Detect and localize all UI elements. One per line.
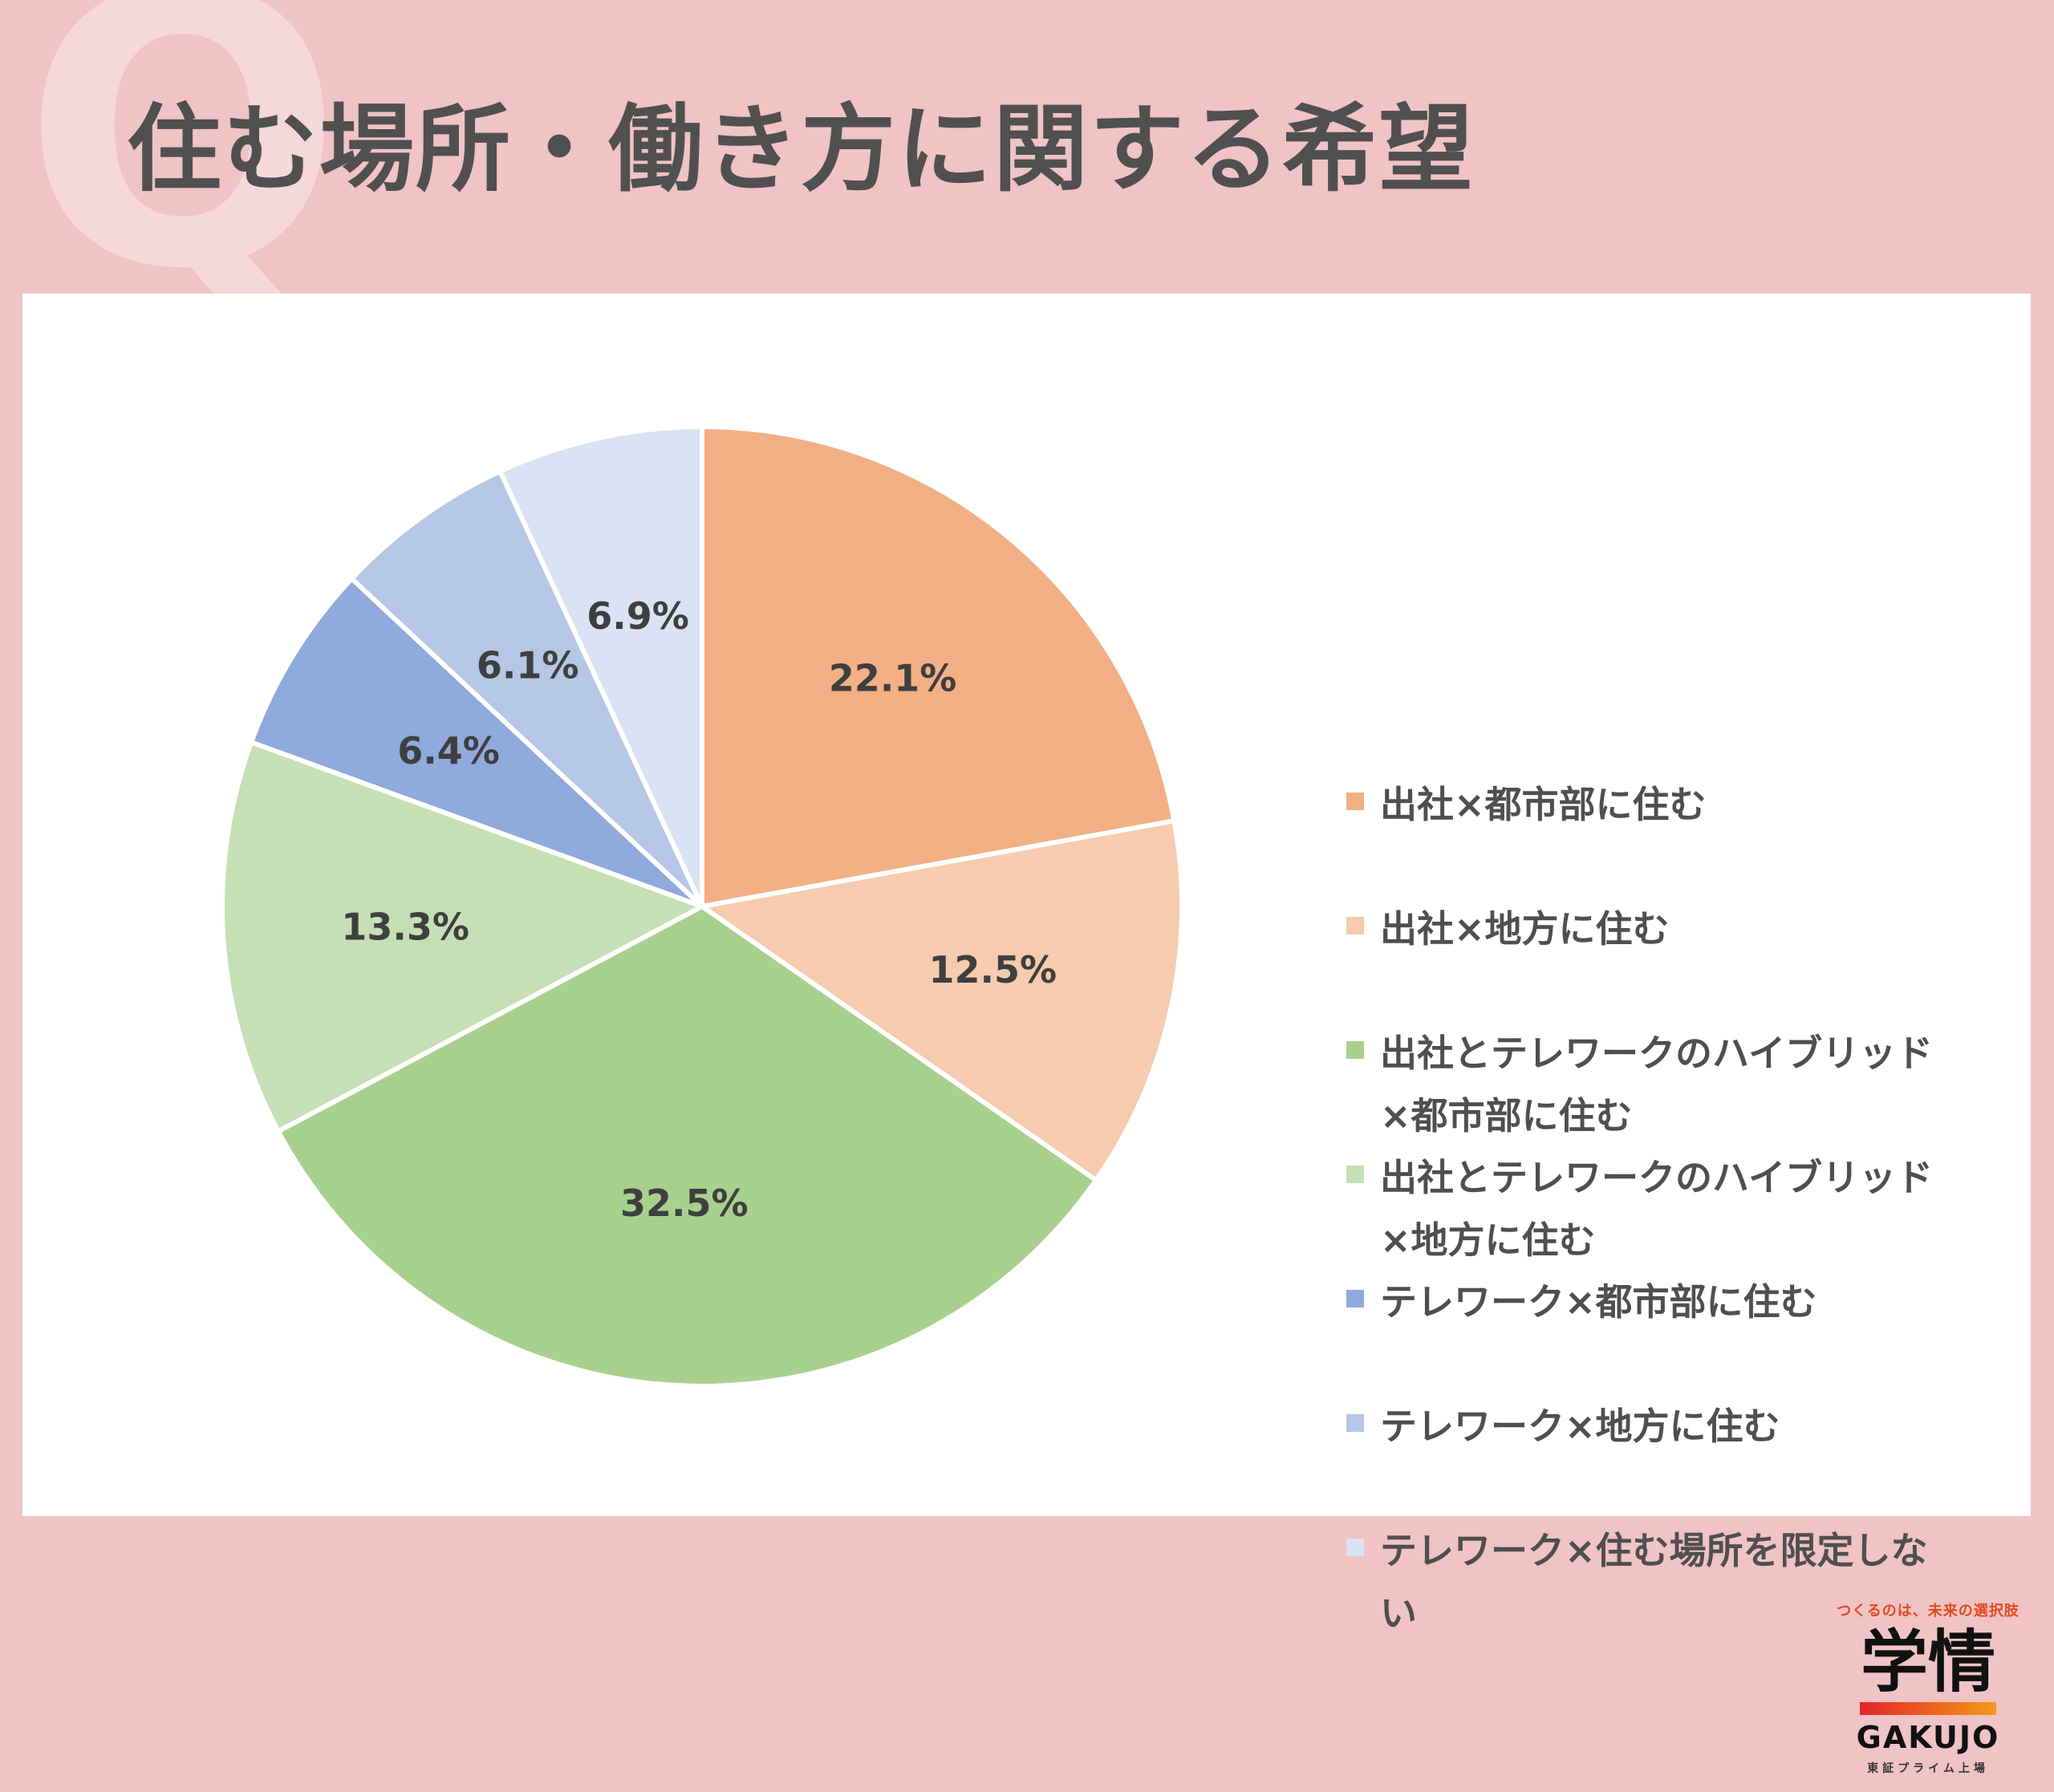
legend-label: テレワーク×都市部に住む <box>1380 1280 1817 1324</box>
gakujo-logo: つくるのは、未来の選択肢 学情 GAKUJO 東証プライム上場 <box>1832 1599 2024 1792</box>
legend-swatch <box>1346 1041 1364 1059</box>
data-label-3: 32.5% <box>620 1182 749 1225</box>
logo-color-bar <box>1860 1702 1996 1716</box>
legend-label: 出社×地方に住む <box>1380 907 1670 951</box>
legend-label: 出社とテレワークのハイブリッド×都市部に住む <box>1380 1032 1934 1137</box>
data-label-7: 6.9% <box>587 594 689 638</box>
legend-swatch <box>1346 1290 1364 1308</box>
legend-item: 出社×地方に住む <box>1346 898 1956 960</box>
data-label-2: 12.5% <box>929 948 1057 991</box>
legend-label: 出社とテレワークのハイブリッド×地方に住む <box>1380 1156 1934 1262</box>
pie-chart: 22.1% 12.5% 32.5% 13.3% 6.4% 6.1%6.9% <box>220 424 1184 1389</box>
data-label-4: 13.3% <box>341 906 469 949</box>
pie-slice-5 <box>249 576 704 909</box>
pie-slice-7 <box>497 424 704 909</box>
legend-swatch <box>1346 917 1364 935</box>
pie-slice-2 <box>700 818 1184 1183</box>
legend-label: 出社×都市部に住む <box>1380 783 1707 826</box>
data-label-5: 6.4% <box>397 729 500 772</box>
pie-slice-1 <box>700 424 1177 909</box>
legend-item: 出社×都市部に住む <box>1346 773 1956 836</box>
legend-item: 出社とテレワークのハイブリッド×地方に住む <box>1346 1146 1956 1271</box>
legend-swatch <box>1346 1414 1364 1432</box>
legend-item: テレワーク×都市部に住む <box>1346 1271 1956 1333</box>
page-title: 住む場所・働き方に関する希望 <box>127 94 1476 205</box>
logo-listing: 東証プライム上場 <box>1867 1762 1989 1776</box>
legend-swatch <box>1346 1166 1364 1183</box>
pie-slice-4 <box>220 740 704 1134</box>
legend-item: テレワーク×地方に住む <box>1346 1395 1956 1458</box>
pie-slice-3 <box>275 904 1098 1389</box>
chart-panel: 22.1% 12.5% 32.5% 13.3% 6.4% 6.1% 6.9% 出社×都市部に… <box>22 294 2031 1775</box>
legend-swatch <box>1346 793 1364 810</box>
data-label-1: 22.1% <box>829 656 957 699</box>
logo-name: GAKUJO <box>1856 1720 2000 1756</box>
pie-slice-6 <box>349 468 704 909</box>
q-badge: Q <box>22 0 343 351</box>
data-label-6: 6.1% <box>477 644 579 687</box>
legend-label: テレワーク×地方に住む <box>1380 1405 1780 1448</box>
legend-swatch <box>1346 1539 1364 1556</box>
logo-tagline: つくるのは、未来の選択肢 <box>1837 1603 2019 1620</box>
logo-kanji: 学情 <box>1860 1623 1995 1701</box>
legend-item: 出社とテレワークのハイブリッド×都市部に住む <box>1346 1022 1956 1147</box>
